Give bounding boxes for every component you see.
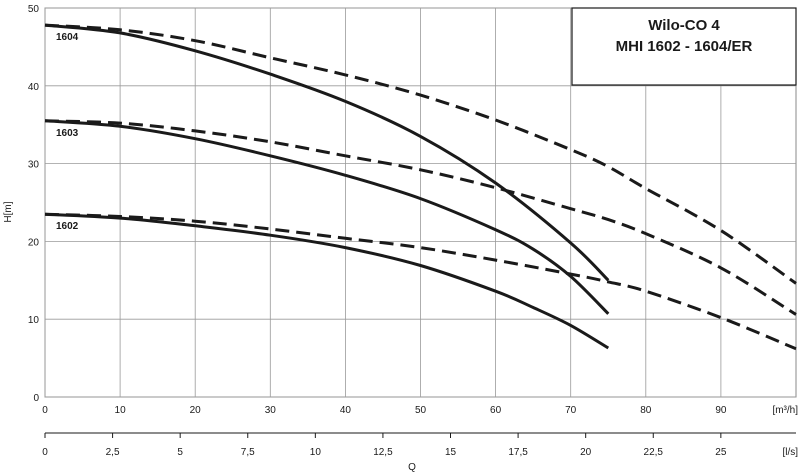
x-tick-label-top: 70: [565, 405, 577, 416]
x-tick-label-top: 60: [490, 405, 502, 416]
x-tick-label-bottom: 25: [715, 447, 727, 458]
series-labels: 1604 1603 1602: [56, 32, 79, 232]
curve-1602-solid: [44, 212, 610, 350]
x-tick-label-top: 80: [640, 405, 652, 416]
series-label-1604: 1604: [56, 32, 79, 43]
chart-title-line-2: MHI 1602 - 1604/ER: [616, 38, 753, 55]
x-tick-label-bottom: 22,5: [644, 447, 664, 458]
x-axis-label: Q: [408, 462, 416, 473]
curve-1602-dashed: [44, 212, 797, 351]
x-tick-label-top: 20: [190, 405, 202, 416]
y-tick-label: 0: [33, 393, 39, 404]
x-tick-label-bottom: 0: [42, 447, 48, 458]
x-tick-label-bottom: 20: [580, 447, 592, 458]
x-tick-label-bottom: 15: [445, 447, 457, 458]
grid: [44, 7, 797, 398]
curves: [44, 23, 797, 351]
x-tick-label-bottom: 17,5: [508, 447, 528, 458]
series-label-1602: 1602: [56, 221, 79, 232]
x-tick-label-top: 50: [415, 405, 427, 416]
y-axis-label: H[m]: [3, 201, 14, 222]
x-tick-label-bottom: 12,5: [373, 447, 393, 458]
axes: 0 10 20 30 40 50 0 10 20 30 40 50 60 70 80 90 0 2,5 5 7,5 10…: [28, 4, 796, 458]
y-tick-label: 30: [28, 160, 40, 171]
x-tick-label-top: 0: [42, 405, 48, 416]
series-label-1603: 1603: [56, 128, 79, 139]
y-tick-label: 40: [28, 82, 40, 93]
curve-1603-dashed: [44, 119, 797, 316]
curve-1604-dashed: [44, 23, 797, 285]
x-tick-label-bottom: 10: [310, 447, 322, 458]
x-tick-label-top: 40: [340, 405, 352, 416]
y-tick-label: 20: [28, 237, 40, 248]
x-tick-label-top: 90: [715, 405, 727, 416]
x-tick-label-bottom: 5: [177, 447, 183, 458]
curve-1603-solid: [44, 119, 610, 315]
chart-title-line-1: Wilo-CO 4: [648, 17, 720, 34]
x-unit-bottom: [l/s]: [782, 447, 798, 458]
x-tick-label-bottom: 2,5: [106, 447, 120, 458]
y-tick-label: 10: [28, 315, 40, 326]
x-tick-label-top: 10: [115, 405, 127, 416]
y-tick-label: 50: [28, 4, 40, 15]
curve-1604-solid: [44, 23, 610, 282]
x-unit-top: [m³/h]: [772, 405, 798, 416]
x-tick-label-bottom: 7,5: [241, 447, 255, 458]
x-tick-label-top: 30: [265, 405, 277, 416]
title-box: Wilo-CO 4 MHI 1602 - 1604/ER: [571, 7, 797, 86]
